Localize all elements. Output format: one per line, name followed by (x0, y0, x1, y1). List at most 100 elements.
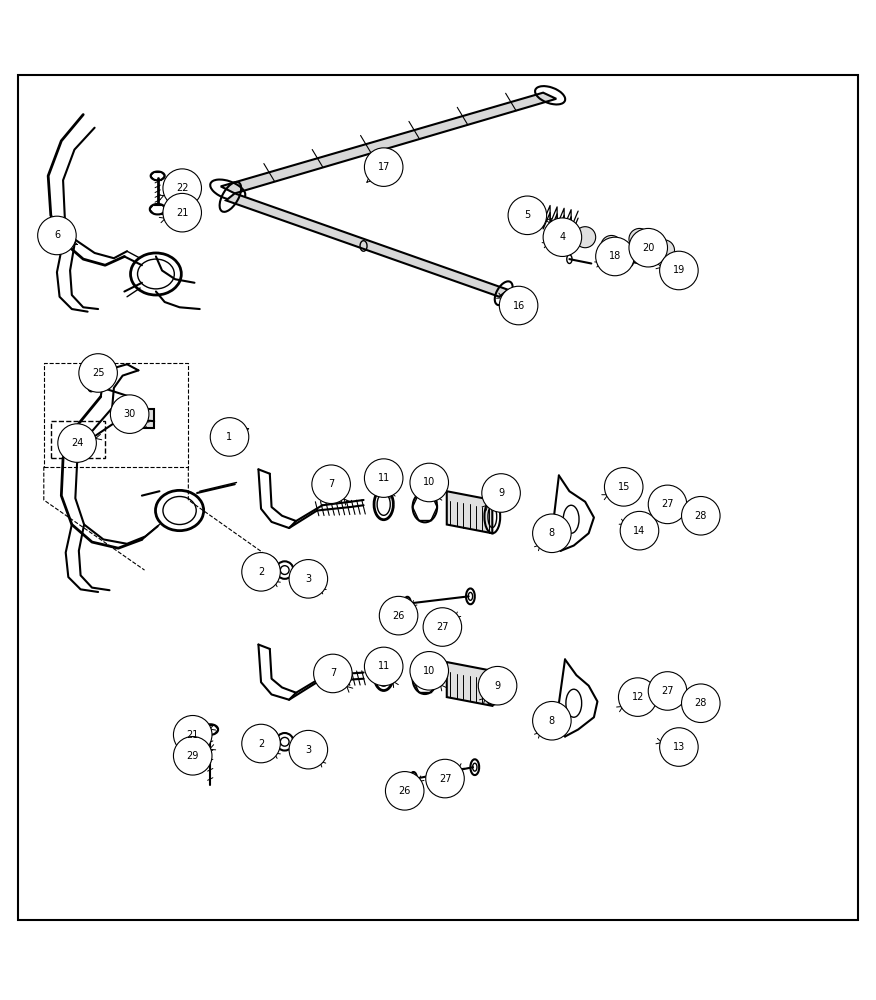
Polygon shape (221, 93, 556, 193)
Text: 19: 19 (673, 265, 685, 275)
Circle shape (426, 759, 464, 798)
Text: 17: 17 (378, 162, 390, 172)
Text: 3: 3 (306, 574, 311, 584)
Text: 21: 21 (176, 208, 188, 218)
Circle shape (660, 251, 698, 290)
Circle shape (629, 228, 668, 267)
Text: 11: 11 (378, 473, 390, 483)
Circle shape (482, 474, 520, 512)
Text: 24: 24 (71, 438, 83, 448)
Circle shape (410, 652, 449, 690)
Text: 2: 2 (258, 567, 265, 577)
Circle shape (543, 218, 582, 256)
Circle shape (262, 561, 272, 572)
Text: 9: 9 (495, 681, 500, 691)
Text: 12: 12 (632, 692, 644, 702)
Text: 6: 6 (54, 230, 60, 240)
Bar (44, 363, 188, 467)
Circle shape (173, 715, 212, 754)
Circle shape (629, 228, 650, 249)
Circle shape (314, 654, 352, 693)
Circle shape (533, 701, 571, 740)
Polygon shape (447, 491, 492, 533)
Circle shape (653, 240, 675, 261)
Circle shape (210, 418, 249, 456)
Circle shape (548, 227, 569, 248)
Circle shape (648, 672, 687, 710)
Text: 8: 8 (549, 716, 555, 726)
Text: 11: 11 (378, 661, 390, 671)
Circle shape (575, 227, 596, 248)
Text: 8: 8 (549, 528, 555, 538)
Text: 9: 9 (498, 488, 504, 498)
Circle shape (364, 459, 403, 497)
Text: 30: 30 (124, 409, 136, 419)
Circle shape (682, 496, 720, 535)
Circle shape (660, 728, 698, 766)
Text: 26: 26 (392, 611, 405, 621)
Circle shape (499, 286, 538, 325)
Text: 28: 28 (695, 511, 707, 521)
Polygon shape (447, 662, 492, 706)
Circle shape (276, 733, 293, 751)
Text: 5: 5 (524, 210, 531, 220)
Circle shape (163, 169, 201, 207)
Circle shape (604, 468, 643, 506)
Circle shape (379, 596, 418, 635)
Text: 27: 27 (436, 622, 449, 632)
Text: 10: 10 (423, 477, 435, 487)
Text: 28: 28 (695, 698, 707, 708)
Circle shape (262, 733, 272, 744)
Circle shape (478, 666, 517, 705)
Circle shape (423, 608, 462, 646)
Circle shape (110, 395, 149, 433)
Text: 29: 29 (187, 751, 199, 761)
Circle shape (289, 730, 328, 769)
Text: 25: 25 (92, 368, 104, 378)
Circle shape (257, 556, 278, 577)
Circle shape (242, 724, 280, 763)
Circle shape (38, 216, 76, 255)
Circle shape (620, 511, 659, 550)
Text: 16: 16 (512, 301, 525, 311)
Text: 26: 26 (399, 786, 411, 796)
Bar (121, 409, 154, 428)
Bar (51, 421, 105, 458)
Circle shape (312, 465, 350, 504)
Text: 21: 21 (187, 730, 199, 740)
Circle shape (242, 553, 280, 591)
Circle shape (682, 684, 720, 723)
Circle shape (280, 737, 289, 746)
Circle shape (79, 354, 117, 392)
Circle shape (618, 678, 657, 716)
Circle shape (508, 196, 547, 235)
Circle shape (648, 485, 687, 524)
Circle shape (385, 772, 424, 810)
Text: 27: 27 (661, 686, 674, 696)
Circle shape (163, 193, 201, 232)
Circle shape (280, 566, 289, 574)
Text: 18: 18 (609, 251, 621, 261)
Text: 20: 20 (642, 243, 654, 253)
Text: 2: 2 (258, 739, 265, 749)
Text: 10: 10 (423, 666, 435, 676)
Text: 27: 27 (439, 774, 451, 784)
Circle shape (596, 237, 634, 276)
Text: 3: 3 (306, 745, 311, 755)
Text: 27: 27 (661, 499, 674, 509)
Text: 7: 7 (328, 479, 335, 489)
Circle shape (257, 728, 278, 749)
Text: 22: 22 (176, 183, 188, 193)
Circle shape (364, 148, 403, 186)
Circle shape (410, 463, 449, 502)
Circle shape (276, 561, 293, 579)
Text: 13: 13 (673, 742, 685, 752)
Text: 15: 15 (618, 482, 630, 492)
Circle shape (58, 424, 96, 462)
Polygon shape (226, 193, 508, 297)
Text: 14: 14 (633, 526, 646, 536)
Text: 7: 7 (329, 668, 336, 678)
Text: 1: 1 (227, 432, 232, 442)
Circle shape (601, 235, 622, 256)
Circle shape (533, 514, 571, 553)
